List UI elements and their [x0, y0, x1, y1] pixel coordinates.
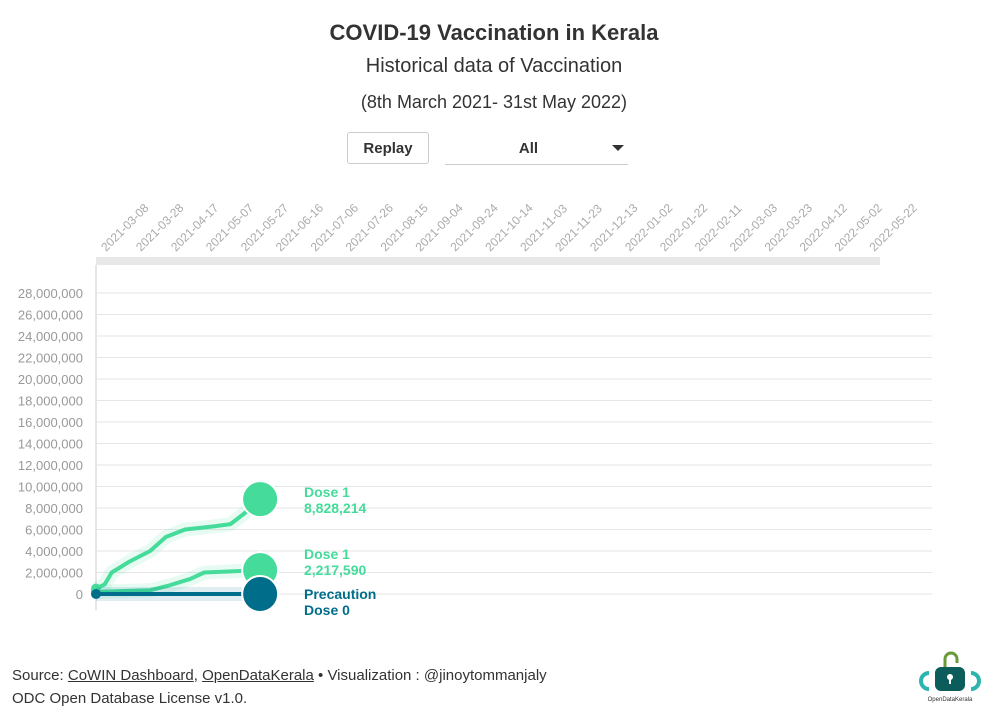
y-tick-label: 28,000,000: [18, 286, 83, 301]
series-line: [95, 568, 261, 594]
series-line: [95, 497, 262, 591]
footer: Source: CoWIN Dashboard, OpenDataKerala …: [12, 664, 547, 710]
replay-button[interactable]: Replay: [347, 132, 429, 164]
y-tick-label: 22,000,000: [18, 351, 83, 366]
y-tick-label: 16,000,000: [18, 415, 83, 430]
sep: ,: [193, 667, 203, 684]
series-select[interactable]: All: [445, 132, 628, 165]
y-tick-label: 24,000,000: [18, 329, 83, 344]
y-tick-label: 14,000,000: [18, 437, 83, 452]
viz-credit: • Visualization : @jinoytommanjaly: [313, 667, 547, 684]
y-tick-label: 2,000,000: [25, 566, 83, 581]
y-tick-label: 12,000,000: [18, 458, 83, 473]
y-tick-label: 4,000,000: [25, 544, 83, 559]
series-value: Dose 0: [304, 602, 350, 618]
y-tick-label: 8,000,000: [25, 501, 83, 516]
y-tick-label: 0: [76, 587, 83, 602]
series-label: Precaution: [304, 586, 376, 602]
series-value: 8,828,214: [304, 500, 366, 516]
y-tick-label: 18,000,000: [18, 394, 83, 409]
date-range: (8th March 2021- 31st May 2022): [360, 92, 628, 112]
license: ODC Open Database License v1.0.: [12, 690, 248, 707]
series-start-dot: [91, 589, 101, 599]
opendatakerala-link[interactable]: OpenDataKerala: [202, 667, 314, 684]
series-value: 2,217,590: [304, 562, 366, 578]
chart: 0 2,000,000 4,000,000 6,000,000 8,000,000 10,…: [18, 201, 932, 618]
cowin-link[interactable]: CoWIN Dashboard: [67, 667, 194, 684]
series-label: Dose 1: [304, 546, 350, 562]
y-tick-label: 6,000,000: [25, 523, 83, 538]
series-end-dot: [241, 480, 280, 519]
svg-text:OpenDataKerala: OpenDataKerala: [928, 697, 973, 703]
source-label: Source:: [12, 667, 68, 684]
chart-subtitle: Historical data of Vaccination: [365, 55, 623, 77]
y-tick-label: 20,000,000: [18, 372, 83, 387]
y-tick-label: 10,000,000: [18, 480, 83, 495]
select-value: All: [518, 139, 539, 157]
series-end-dot: [241, 575, 280, 613]
series-label: Dose 1: [304, 484, 350, 500]
time-scrubber: [96, 257, 880, 265]
y-tick-label: 26,000,000: [18, 308, 83, 323]
opendatakerala-logo: OpenDataKerala: [919, 651, 981, 703]
chevron-down-icon: [612, 145, 624, 151]
chart-title: COVID-19 Vaccination in Kerala: [329, 20, 659, 45]
